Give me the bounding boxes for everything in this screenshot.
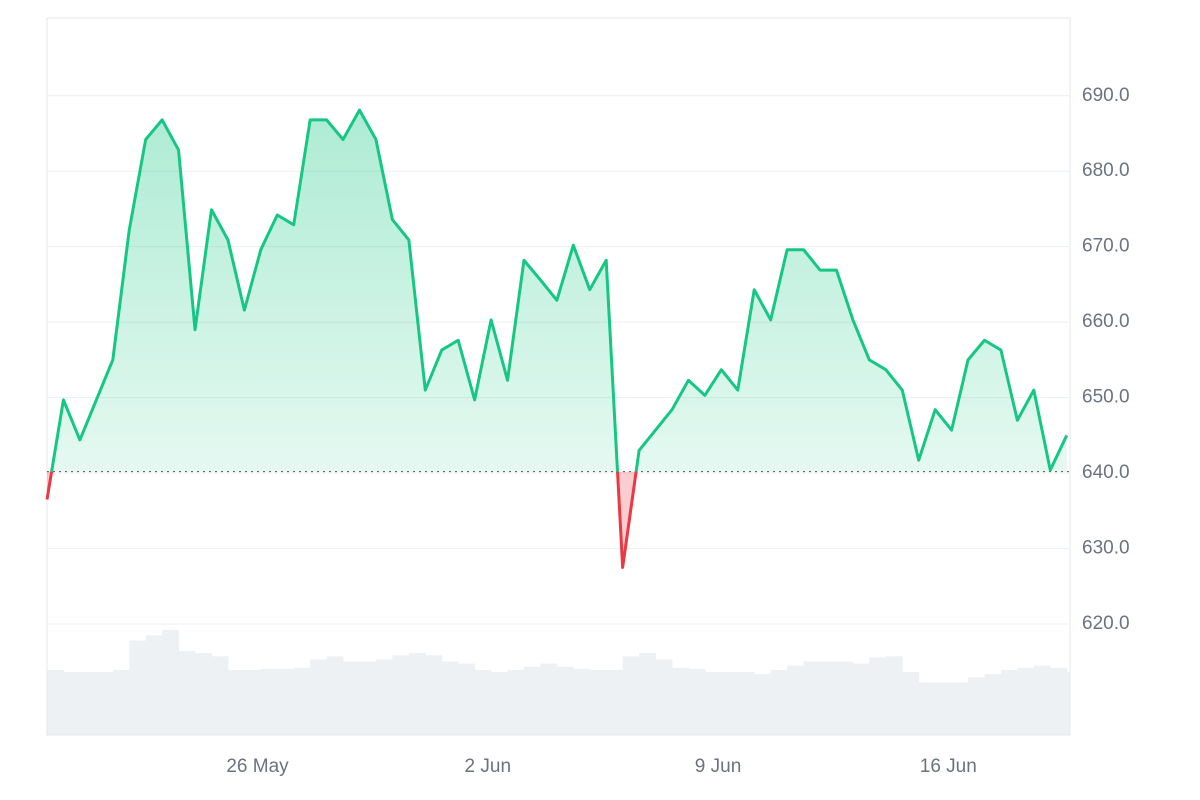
volume-bar <box>474 669 492 735</box>
volume-bar <box>606 669 624 735</box>
volume-bar <box>211 656 229 735</box>
y-tick-label: 670.0 <box>1082 236 1130 257</box>
volume-bar <box>655 659 673 735</box>
volume-bar <box>507 669 525 735</box>
volume-bar <box>540 663 558 735</box>
volume-bar <box>852 663 870 735</box>
volume-bar <box>984 674 1002 735</box>
volume-bar <box>162 630 180 735</box>
x-tick-label: 2 Jun <box>465 756 511 777</box>
volume-bar <box>820 661 837 735</box>
volume-bar <box>178 651 196 735</box>
y-tick-label: 630.0 <box>1082 538 1130 559</box>
volume-bar <box>244 669 262 735</box>
volume-bar <box>589 669 607 735</box>
volume-bar <box>1000 669 1018 735</box>
volume-bar <box>737 672 755 735</box>
volume-bar <box>491 672 509 735</box>
volume-bar <box>721 672 739 735</box>
volume-bar <box>96 672 114 735</box>
x-tick-label: 26 May <box>226 756 289 777</box>
volume-bar <box>803 661 821 735</box>
plot-frame <box>46 17 1071 736</box>
y-tick-label: 650.0 <box>1082 387 1130 408</box>
volume-bar <box>770 669 788 735</box>
volume-bar <box>885 656 903 735</box>
y-tick-label: 680.0 <box>1082 160 1130 181</box>
volume-bar <box>112 669 130 735</box>
volume-bar <box>79 672 97 735</box>
y-tick-label: 690.0 <box>1082 85 1130 106</box>
volume-bar <box>227 669 245 735</box>
volume-bar <box>935 682 953 735</box>
volume-bar <box>573 668 591 735</box>
volume-bar <box>458 663 476 735</box>
price-line-up <box>50 108 1069 472</box>
volume-bar <box>63 672 81 735</box>
volume-bar <box>1033 665 1051 735</box>
volume-bar <box>277 668 295 735</box>
volume-bar <box>145 635 163 735</box>
volume-bar <box>1017 667 1035 735</box>
y-tick-label: 660.0 <box>1082 311 1130 332</box>
volume-bar <box>310 659 328 735</box>
volume-bar <box>392 655 410 735</box>
volume-bar <box>918 682 936 735</box>
volume-bar <box>671 667 689 735</box>
volume-bar <box>869 657 887 735</box>
volume-bar <box>408 653 426 735</box>
volume-bar <box>523 666 541 735</box>
volume-bar <box>326 656 344 735</box>
y-tick-label: 640.0 <box>1082 462 1130 483</box>
volume-bar <box>1066 672 1071 735</box>
volume-bar <box>902 672 920 735</box>
volume-bar <box>836 661 854 735</box>
volume-bar <box>441 661 459 735</box>
volume-bar <box>622 656 640 735</box>
volume-bar <box>47 669 64 735</box>
volume-bar <box>639 653 657 735</box>
volume-bar <box>754 674 772 735</box>
x-tick-label: 9 Jun <box>695 756 741 777</box>
volume-bar <box>688 668 706 735</box>
volume-bar <box>968 677 985 735</box>
volume-bar <box>375 659 393 735</box>
volume-bar <box>343 661 360 735</box>
volume-bar <box>129 640 147 735</box>
volume-bar <box>425 655 443 735</box>
volume-bar <box>260 668 278 735</box>
volume-bar <box>787 665 805 735</box>
volume-bar <box>704 672 722 735</box>
volume-bar <box>293 667 311 735</box>
area-up <box>51 110 1067 472</box>
volume-bar <box>556 666 574 735</box>
volume-bar <box>195 653 212 735</box>
volume-bar <box>951 682 969 735</box>
volume-bar <box>1050 667 1068 735</box>
volume-bar <box>359 661 377 735</box>
y-tick-label: 620.0 <box>1082 613 1130 634</box>
x-tick-label: 16 Jun <box>920 756 977 777</box>
